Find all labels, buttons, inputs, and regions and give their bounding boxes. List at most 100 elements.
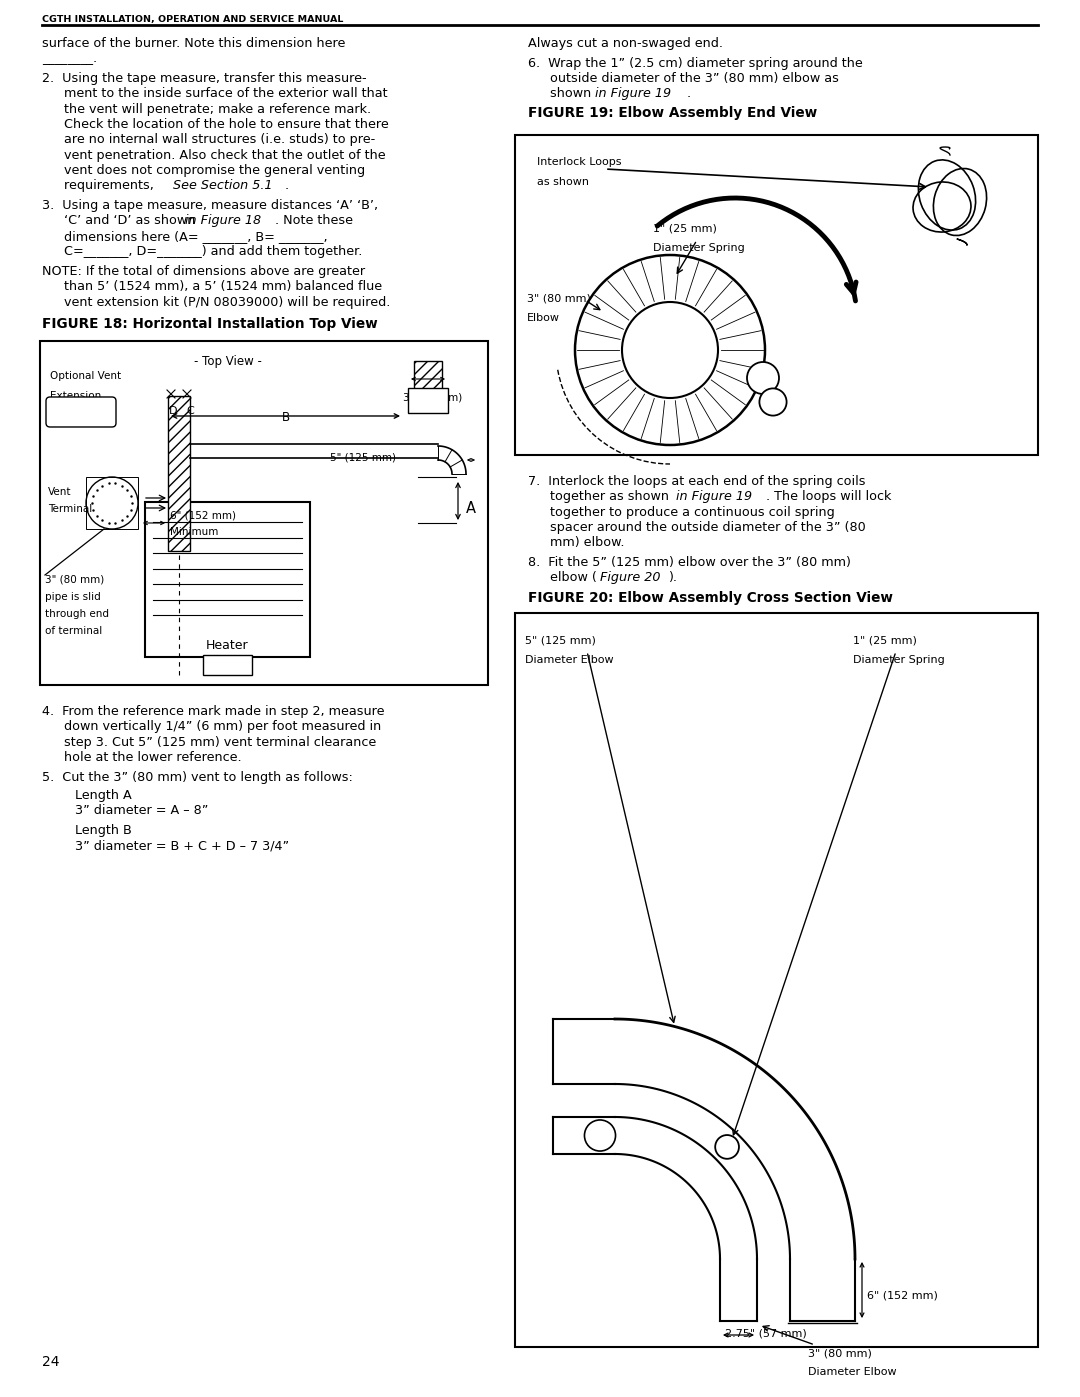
Text: 1" (25 mm): 1" (25 mm) (853, 636, 917, 645)
Bar (414, 360, 442, 388)
Text: vent extension kit (P/N 08039000) will be required.: vent extension kit (P/N 08039000) will b… (64, 296, 390, 309)
Text: the vent will penetrate; make a reference mark.: the vent will penetrate; make a referenc… (64, 103, 372, 116)
Circle shape (759, 388, 786, 415)
Text: Vent: Vent (48, 488, 71, 497)
Text: Diameter Spring: Diameter Spring (653, 243, 745, 253)
Text: Elbow: Elbow (527, 313, 561, 323)
Text: are no internal wall structures (i.e. studs) to pre-: are no internal wall structures (i.e. st… (64, 133, 375, 147)
Text: - Top View -: - Top View - (194, 355, 262, 367)
Bar (86, 476, 138, 529)
Text: Extension: Extension (50, 391, 102, 401)
Text: spacer around the outside diameter of the 3” (80: spacer around the outside diameter of th… (550, 521, 866, 534)
Bar (408, 388, 448, 414)
Text: pipe is slid: pipe is slid (45, 592, 100, 602)
Text: 3” diameter = B + C + D – 7 3/4”: 3” diameter = B + C + D – 7 3/4” (75, 840, 289, 852)
Text: 3.  Using a tape measure, measure distances ‘A’ ‘B’,: 3. Using a tape measure, measure distanc… (42, 200, 378, 212)
Text: ________.: ________. (42, 52, 97, 66)
Text: C=_______, D=_______) and add them together.: C=_______, D=_______) and add them toget… (64, 244, 363, 258)
Text: vent does not compromise the general venting: vent does not compromise the general ven… (64, 163, 365, 177)
Text: Terminal: Terminal (48, 504, 92, 514)
Text: elbow (: elbow ( (550, 571, 597, 584)
Text: Optional Vent: Optional Vent (50, 372, 121, 381)
Bar (515, 136, 1038, 455)
Text: of terminal: of terminal (45, 626, 103, 636)
Text: 2.75" (57 mm): 2.75" (57 mm) (725, 1329, 807, 1338)
Text: dimensions here (A= _______, B= _______,: dimensions here (A= _______, B= _______, (64, 229, 327, 243)
Text: step 3. Cut 5” (125 mm) vent terminal clearance: step 3. Cut 5” (125 mm) vent terminal cl… (64, 736, 376, 749)
Circle shape (86, 476, 138, 529)
Text: 6" (152 mm): 6" (152 mm) (867, 1289, 937, 1301)
Text: D: D (168, 407, 177, 416)
Text: 4.  From the reference mark made in step 2, measure: 4. From the reference mark made in step … (42, 705, 384, 718)
Text: in Figure 19: in Figure 19 (595, 88, 671, 101)
Text: Minimum: Minimum (170, 527, 218, 536)
Text: shown: shown (550, 88, 595, 101)
Text: FIGURE 20: Elbow Assembly Cross Section View: FIGURE 20: Elbow Assembly Cross Section … (528, 591, 893, 605)
Text: C: C (186, 407, 193, 416)
Text: ‘C’ and ‘D’ as shown: ‘C’ and ‘D’ as shown (64, 215, 200, 228)
Text: Heater: Heater (206, 638, 248, 652)
Bar (515, 613, 1038, 1347)
Text: ).: ). (669, 571, 677, 584)
Text: mm) elbow.: mm) elbow. (550, 536, 624, 549)
Circle shape (715, 1134, 739, 1158)
Text: together as shown: together as shown (550, 490, 673, 503)
Text: .: . (687, 88, 691, 101)
Text: in Figure 19: in Figure 19 (676, 490, 752, 503)
Text: ment to the inside surface of the exterior wall that: ment to the inside surface of the exteri… (64, 88, 388, 101)
Text: 3" (80 mm): 3" (80 mm) (527, 293, 591, 303)
Text: Always cut a non-swaged end.: Always cut a non-swaged end. (528, 36, 723, 50)
Text: Interlock Loops: Interlock Loops (537, 156, 621, 168)
Text: 8.  Fit the 5” (125 mm) elbow over the 3” (80 mm): 8. Fit the 5” (125 mm) elbow over the 3”… (528, 556, 851, 569)
Text: together to produce a continuous coil spring: together to produce a continuous coil sp… (550, 506, 835, 518)
Text: B: B (282, 411, 289, 425)
Text: requirements,: requirements, (64, 179, 158, 193)
Bar (145, 502, 310, 657)
Text: Diameter Elbow: Diameter Elbow (525, 655, 613, 665)
Text: Length A: Length A (75, 789, 132, 802)
Text: 24: 24 (42, 1355, 59, 1369)
Text: outside diameter of the 3” (80 mm) elbow as: outside diameter of the 3” (80 mm) elbow… (550, 73, 839, 85)
FancyBboxPatch shape (46, 397, 116, 427)
Text: 5" (125 mm): 5" (125 mm) (330, 453, 396, 462)
Text: 5" (125 mm): 5" (125 mm) (525, 636, 596, 645)
Text: Diameter Elbow: Diameter Elbow (808, 1368, 896, 1377)
Circle shape (622, 302, 718, 398)
Text: .: . (285, 179, 289, 193)
Text: FIGURE 18: Horizontal Installation Top View: FIGURE 18: Horizontal Installation Top V… (42, 317, 378, 331)
Text: as shown: as shown (537, 177, 589, 187)
Text: Length B: Length B (75, 824, 132, 837)
Circle shape (747, 362, 779, 394)
Text: than 5’ (1524 mm), a 5’ (1524 mm) balanced flue: than 5’ (1524 mm), a 5’ (1524 mm) balanc… (64, 281, 382, 293)
Text: NOTE: If the total of dimensions above are greater: NOTE: If the total of dimensions above a… (42, 265, 365, 278)
Text: in Figure 18: in Figure 18 (185, 215, 261, 228)
Text: 2.  Using the tape measure, transfer this measure-: 2. Using the tape measure, transfer this… (42, 73, 366, 85)
Text: 6" (152 mm): 6" (152 mm) (170, 510, 237, 520)
Text: 1" (25 mm): 1" (25 mm) (653, 224, 717, 233)
Bar (168, 395, 190, 550)
Text: A: A (465, 502, 476, 515)
Text: FIGURE 19: Elbow Assembly End View: FIGURE 19: Elbow Assembly End View (528, 106, 818, 120)
Text: 6.  Wrap the 1” (2.5 cm) diameter spring around the: 6. Wrap the 1” (2.5 cm) diameter spring … (528, 57, 863, 70)
Text: . The loops will lock: . The loops will lock (766, 490, 891, 503)
Text: Diameter Spring: Diameter Spring (853, 655, 945, 665)
Text: 7.  Interlock the loops at each end of the spring coils: 7. Interlock the loops at each end of th… (528, 475, 865, 488)
Text: down vertically 1/4” (6 mm) per foot measured in: down vertically 1/4” (6 mm) per foot mea… (64, 721, 381, 733)
Text: through end: through end (45, 609, 109, 619)
Text: Figure 20: Figure 20 (600, 571, 661, 584)
Text: 3" (80 mm): 3" (80 mm) (403, 393, 462, 402)
Text: CGTH INSTALLATION, OPERATION AND SERVICE MANUAL: CGTH INSTALLATION, OPERATION AND SERVICE… (42, 15, 343, 24)
Text: Check the location of the hole to ensure that there: Check the location of the hole to ensure… (64, 119, 389, 131)
Text: 3” diameter = A – 8”: 3” diameter = A – 8” (75, 805, 208, 817)
Text: hole at the lower reference.: hole at the lower reference. (64, 752, 242, 764)
Text: 3" (80 mm): 3" (80 mm) (808, 1350, 872, 1359)
Text: See Section 5.1: See Section 5.1 (173, 179, 272, 193)
Text: surface of the burner. Note this dimension here: surface of the burner. Note this dimensi… (42, 36, 346, 50)
Bar (203, 655, 253, 675)
Circle shape (584, 1120, 616, 1151)
Text: . Note these: . Note these (275, 215, 353, 228)
Bar (40, 341, 488, 685)
Text: 3" (80 mm): 3" (80 mm) (45, 576, 105, 585)
Text: 5.  Cut the 3” (80 mm) vent to length as follows:: 5. Cut the 3” (80 mm) vent to length as … (42, 771, 353, 784)
Text: vent penetration. Also check that the outlet of the: vent penetration. Also check that the ou… (64, 148, 386, 162)
